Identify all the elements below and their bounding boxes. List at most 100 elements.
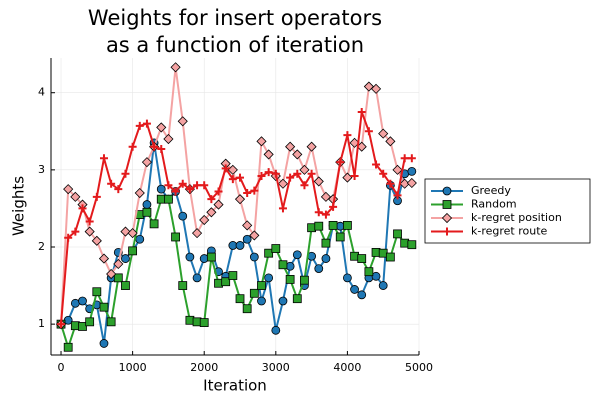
point	[85, 317, 95, 327]
point	[314, 264, 324, 274]
y-tick-label: 4	[38, 86, 45, 99]
point	[249, 252, 259, 262]
point	[250, 186, 259, 195]
point	[378, 281, 388, 290]
point	[292, 294, 302, 304]
point	[257, 281, 266, 290]
point	[285, 141, 296, 152]
point	[213, 199, 224, 210]
point	[84, 226, 95, 237]
point	[271, 169, 280, 178]
point	[441, 212, 453, 224]
point	[127, 228, 138, 239]
point	[271, 325, 281, 335]
point	[57, 320, 66, 329]
chart-title: Weights for insert operators	[88, 6, 382, 30]
point	[242, 220, 253, 231]
x-tick-label: 4000	[333, 361, 361, 374]
point	[178, 211, 188, 221]
point	[92, 287, 102, 297]
point	[149, 219, 159, 229]
legend-label: k-regret position	[471, 211, 562, 224]
point	[120, 226, 131, 237]
point	[200, 181, 209, 190]
point	[378, 128, 389, 139]
point	[313, 176, 324, 187]
point	[306, 141, 317, 152]
point	[443, 227, 451, 236]
point	[99, 154, 108, 163]
point	[307, 169, 316, 178]
point	[206, 252, 216, 262]
point	[370, 83, 382, 94]
point	[227, 164, 238, 175]
point	[321, 254, 331, 263]
x-tick-label: 1000	[119, 361, 147, 374]
point	[98, 253, 110, 264]
point	[99, 302, 109, 312]
point	[199, 318, 209, 328]
point	[264, 248, 274, 258]
point	[350, 172, 359, 181]
point	[63, 342, 73, 352]
point	[442, 200, 452, 209]
point	[92, 192, 101, 201]
point	[350, 285, 359, 294]
point	[191, 228, 203, 239]
point	[156, 184, 166, 194]
series-line	[60, 67, 412, 325]
point	[99, 339, 109, 348]
point	[278, 260, 288, 270]
point	[128, 246, 138, 256]
point	[91, 235, 102, 246]
point	[106, 317, 116, 327]
point	[142, 207, 152, 217]
point	[336, 158, 345, 167]
point	[78, 204, 87, 213]
point	[400, 154, 409, 163]
point	[78, 296, 87, 306]
point	[164, 194, 173, 204]
point	[228, 271, 238, 280]
point	[372, 160, 381, 169]
point	[171, 232, 180, 242]
point	[135, 234, 145, 244]
point	[264, 168, 273, 177]
point	[329, 202, 338, 211]
x-tick-label: 0	[58, 361, 65, 374]
point	[135, 121, 144, 130]
point	[335, 232, 345, 242]
point	[242, 304, 252, 314]
point	[256, 136, 267, 147]
point	[385, 252, 395, 262]
point	[206, 207, 217, 218]
x-tick-label: 5000	[405, 361, 433, 374]
point	[343, 131, 352, 140]
point	[263, 149, 274, 160]
point	[134, 187, 145, 199]
point	[70, 191, 81, 202]
point	[64, 233, 73, 242]
point	[285, 274, 295, 284]
point	[157, 145, 166, 154]
point	[214, 187, 223, 196]
point	[271, 244, 281, 253]
point	[150, 142, 159, 151]
point	[113, 273, 123, 283]
point	[141, 157, 153, 168]
point	[121, 254, 130, 263]
point	[293, 169, 302, 178]
point	[278, 296, 288, 306]
point	[379, 169, 388, 178]
point	[321, 238, 331, 248]
point	[142, 200, 152, 209]
point	[193, 181, 202, 190]
point	[228, 175, 237, 184]
point	[371, 271, 381, 281]
y-tick-label: 2	[38, 240, 45, 253]
point	[364, 267, 374, 277]
point	[286, 173, 295, 182]
point	[364, 127, 373, 136]
point	[342, 172, 353, 183]
